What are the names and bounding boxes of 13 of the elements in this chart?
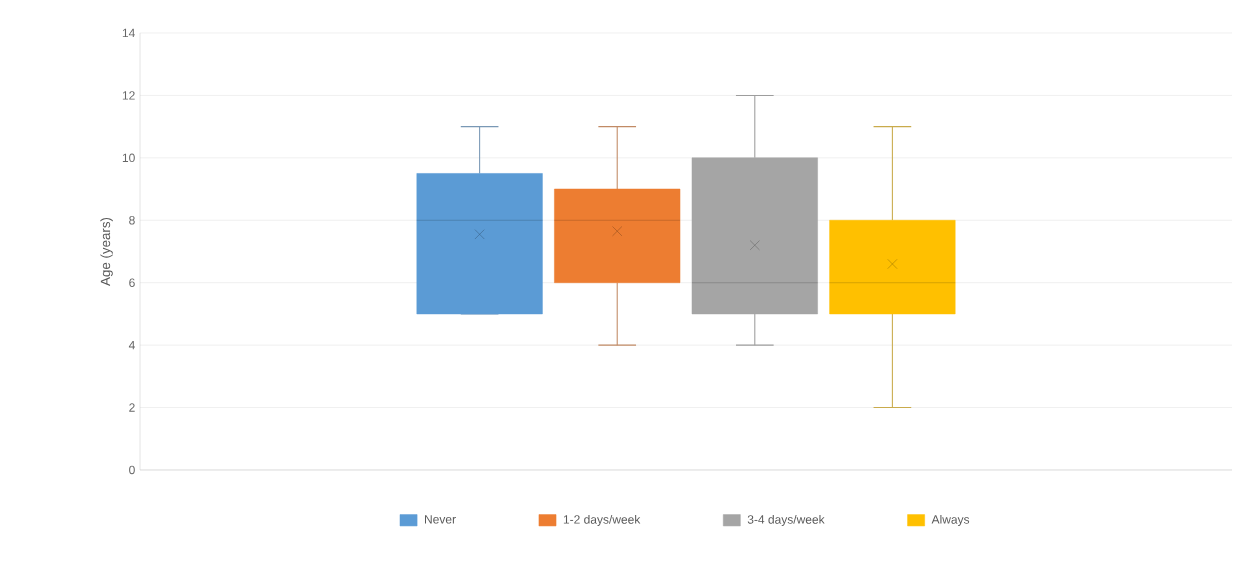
y-tick-label: 14: [122, 28, 135, 38]
legend-label: Always: [931, 514, 970, 527]
legend-label: Never: [425, 515, 456, 524]
y-axis-title: Age (years): [100, 217, 113, 286]
y-tick-label: 4: [128, 341, 135, 350]
y-tick-label: 0: [129, 465, 135, 475]
y-tick-label: 10: [122, 153, 135, 163]
y-tick-label: 2: [129, 403, 135, 412]
y-tick-label: 8: [129, 216, 135, 225]
y-tick-label: 12: [122, 91, 135, 100]
legend-label: 3-4 days/week: [747, 514, 825, 527]
legend-label: 1-2 days/week: [563, 514, 641, 527]
y-tick-label: 6: [129, 278, 135, 287]
